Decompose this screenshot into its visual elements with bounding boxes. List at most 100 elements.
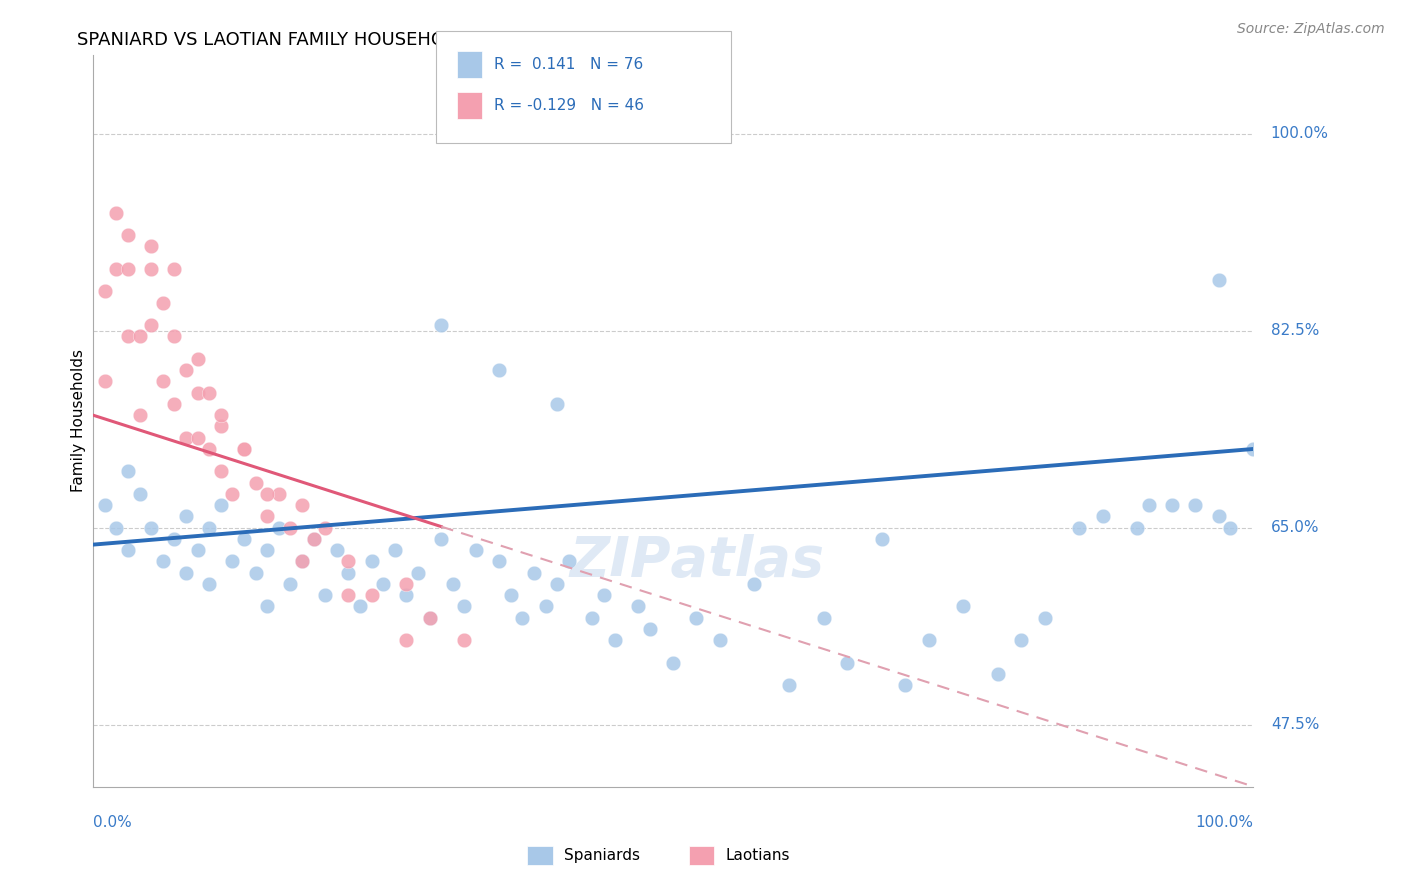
Point bbox=[395, 588, 418, 602]
Point bbox=[302, 532, 325, 546]
Point bbox=[952, 599, 974, 614]
Point bbox=[256, 599, 278, 614]
Point bbox=[406, 566, 429, 580]
Point bbox=[546, 397, 568, 411]
Point bbox=[326, 543, 349, 558]
Point bbox=[465, 543, 488, 558]
Point bbox=[1241, 442, 1264, 456]
Point bbox=[267, 521, 290, 535]
Text: 0.0%: 0.0% bbox=[93, 814, 132, 830]
Point bbox=[605, 633, 627, 648]
Point bbox=[291, 554, 314, 568]
Point bbox=[117, 543, 139, 558]
Point bbox=[360, 588, 382, 602]
Text: R =  0.141   N = 76: R = 0.141 N = 76 bbox=[494, 57, 643, 71]
Point bbox=[488, 363, 510, 377]
Point bbox=[141, 261, 163, 276]
Point bbox=[280, 577, 302, 591]
Point bbox=[709, 633, 731, 648]
Point bbox=[233, 532, 256, 546]
Point bbox=[94, 285, 117, 299]
Point bbox=[128, 329, 150, 343]
Point bbox=[1208, 273, 1230, 287]
Text: 82.5%: 82.5% bbox=[1271, 323, 1319, 338]
Point bbox=[187, 351, 209, 366]
Point bbox=[778, 678, 800, 692]
Point bbox=[141, 239, 163, 253]
Point bbox=[441, 577, 464, 591]
Point bbox=[163, 397, 186, 411]
Point bbox=[627, 599, 650, 614]
Point bbox=[685, 611, 707, 625]
Point bbox=[163, 329, 186, 343]
Point bbox=[221, 487, 243, 501]
Text: Source: ZipAtlas.com: Source: ZipAtlas.com bbox=[1237, 22, 1385, 37]
Point bbox=[314, 521, 336, 535]
Point bbox=[837, 656, 859, 670]
Text: 100.0%: 100.0% bbox=[1271, 127, 1329, 142]
Point bbox=[280, 521, 302, 535]
Point bbox=[221, 554, 243, 568]
Point bbox=[105, 205, 128, 219]
Point bbox=[256, 543, 278, 558]
Point bbox=[453, 599, 475, 614]
Point bbox=[430, 532, 453, 546]
Point bbox=[870, 532, 893, 546]
Point bbox=[152, 554, 174, 568]
Text: R = -0.129   N = 46: R = -0.129 N = 46 bbox=[494, 98, 644, 112]
Point bbox=[152, 295, 174, 310]
Point bbox=[187, 431, 209, 445]
Point bbox=[198, 521, 221, 535]
Point bbox=[384, 543, 406, 558]
Point bbox=[488, 554, 510, 568]
Point bbox=[152, 375, 174, 389]
Point bbox=[163, 532, 186, 546]
Point bbox=[256, 509, 278, 524]
Point bbox=[337, 566, 360, 580]
Point bbox=[198, 442, 221, 456]
Point bbox=[499, 588, 522, 602]
Point bbox=[395, 577, 418, 591]
Text: 100.0%: 100.0% bbox=[1195, 814, 1253, 830]
Point bbox=[1137, 498, 1160, 512]
Text: 65.0%: 65.0% bbox=[1271, 520, 1319, 535]
Text: 47.5%: 47.5% bbox=[1271, 717, 1319, 732]
Point bbox=[1010, 633, 1032, 648]
Point bbox=[453, 633, 475, 648]
Point bbox=[302, 532, 325, 546]
Text: Spaniards: Spaniards bbox=[564, 848, 640, 863]
Point bbox=[419, 611, 441, 625]
Point bbox=[233, 442, 256, 456]
Point bbox=[209, 419, 232, 434]
Point bbox=[174, 363, 197, 377]
Point bbox=[1161, 498, 1184, 512]
Point bbox=[141, 521, 163, 535]
Point bbox=[1033, 611, 1056, 625]
Y-axis label: Family Households: Family Households bbox=[72, 350, 86, 492]
Text: SPANIARD VS LAOTIAN FAMILY HOUSEHOLDS CORRELATION CHART: SPANIARD VS LAOTIAN FAMILY HOUSEHOLDS CO… bbox=[77, 31, 681, 49]
Point bbox=[662, 656, 685, 670]
Point bbox=[917, 633, 939, 648]
Point bbox=[117, 261, 139, 276]
Point bbox=[174, 509, 197, 524]
Point bbox=[1208, 509, 1230, 524]
Point bbox=[198, 385, 221, 400]
Point bbox=[1069, 521, 1091, 535]
Point bbox=[314, 588, 336, 602]
Text: Laotians: Laotians bbox=[725, 848, 790, 863]
Point bbox=[117, 228, 139, 243]
Point bbox=[94, 375, 117, 389]
Point bbox=[546, 577, 568, 591]
Point bbox=[209, 498, 232, 512]
Point bbox=[558, 554, 581, 568]
Point bbox=[349, 599, 371, 614]
Point bbox=[117, 329, 139, 343]
Point bbox=[534, 599, 557, 614]
Text: ZIP​atlas: ZIP​atlas bbox=[569, 534, 824, 589]
Point bbox=[987, 667, 1010, 681]
Point bbox=[105, 261, 128, 276]
Point bbox=[128, 408, 150, 422]
Point bbox=[117, 465, 139, 479]
Point bbox=[209, 408, 232, 422]
Point bbox=[512, 611, 534, 625]
